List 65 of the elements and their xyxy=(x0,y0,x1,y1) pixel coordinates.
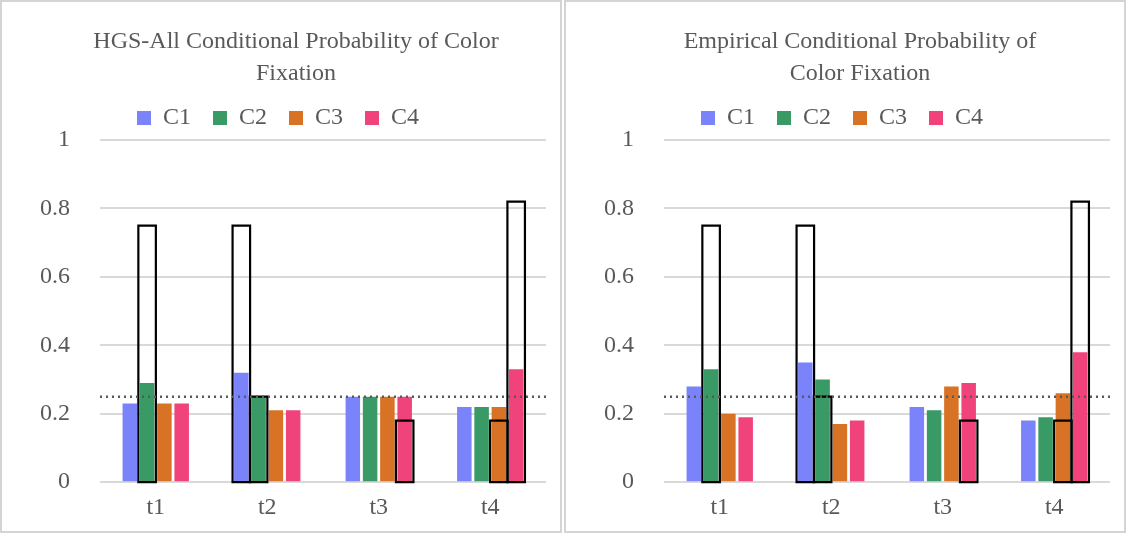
bar xyxy=(738,417,753,482)
bar xyxy=(1038,417,1053,482)
y-tick-label: 1 xyxy=(58,125,70,152)
y-tick-label: 0.6 xyxy=(604,262,634,289)
bar xyxy=(457,406,472,482)
bar xyxy=(703,369,719,482)
x-tick-label: t2 xyxy=(821,492,841,519)
bar xyxy=(815,379,830,482)
chart-title: Empirical Conditional Probability of Color Fixation xyxy=(682,26,1038,87)
bar xyxy=(701,224,721,484)
bar xyxy=(234,372,249,482)
bar xyxy=(832,424,848,482)
bar xyxy=(157,403,172,482)
y-tick-label: 0 xyxy=(58,467,70,494)
bar xyxy=(137,224,157,484)
legend-label: C4 xyxy=(955,103,984,130)
bar xyxy=(961,382,976,482)
chart-title: HGS-All Conditional Probability of Color Fixation xyxy=(92,26,500,87)
bar xyxy=(944,386,959,482)
bar xyxy=(926,410,942,482)
bar xyxy=(1021,420,1036,482)
bar xyxy=(122,403,138,482)
y-tick-label: 0.4 xyxy=(604,330,634,357)
bar xyxy=(958,419,979,484)
y-tick-label: 0.2 xyxy=(604,399,634,426)
x-tick-label: t3 xyxy=(369,492,389,519)
bar xyxy=(849,420,865,482)
bar xyxy=(721,413,736,482)
y-tick-label: 0.6 xyxy=(40,262,70,289)
bar xyxy=(139,382,155,482)
y-tick-label: 0.8 xyxy=(604,193,634,220)
bar xyxy=(362,396,378,482)
legend-label: C1 xyxy=(162,103,191,130)
x-tick-label: t2 xyxy=(257,492,277,519)
legend-label: C1 xyxy=(726,103,755,130)
x-tick-label: t3 xyxy=(933,492,953,519)
bar xyxy=(174,403,189,482)
x-tick-label: t4 xyxy=(1044,492,1064,519)
bar xyxy=(474,406,489,482)
legend-label: C2 xyxy=(802,103,832,130)
y-tick-label: 0.8 xyxy=(40,193,70,220)
y-tick-label: 0.4 xyxy=(40,330,70,357)
y-tick-label: 0.2 xyxy=(40,399,70,426)
x-tick-label: t4 xyxy=(480,492,500,519)
bar xyxy=(798,362,813,482)
legend-label: C3 xyxy=(315,103,344,130)
y-tick-label: 1 xyxy=(622,125,634,152)
bar xyxy=(345,396,361,482)
bar xyxy=(285,410,301,482)
x-tick-label: t1 xyxy=(146,492,166,519)
x-tick-label: t1 xyxy=(710,492,730,519)
bar xyxy=(686,386,702,482)
bar xyxy=(1072,352,1088,482)
bar xyxy=(909,406,925,482)
bar xyxy=(491,406,507,482)
bar xyxy=(1055,393,1071,482)
legend-label: C2 xyxy=(238,103,268,130)
bar xyxy=(380,396,395,482)
y-tick-label: 0 xyxy=(622,467,634,494)
bar xyxy=(394,419,415,484)
bar xyxy=(397,396,412,482)
legend-label: C4 xyxy=(391,103,420,130)
bar xyxy=(508,369,524,482)
bar xyxy=(268,410,284,482)
legend-label: C3 xyxy=(879,103,908,130)
